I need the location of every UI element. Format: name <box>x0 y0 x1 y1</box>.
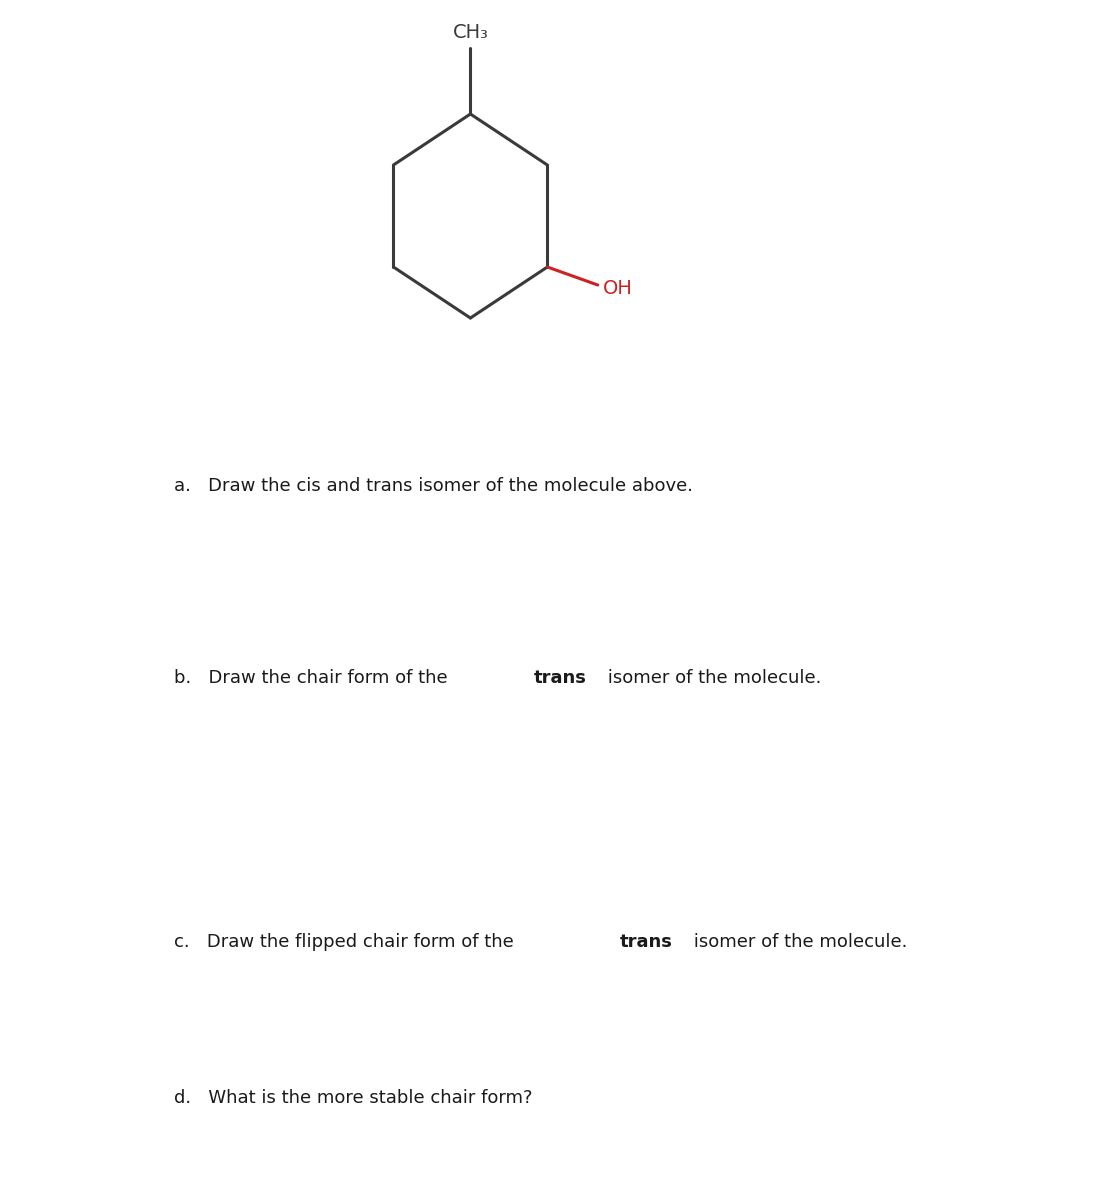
Text: d.   What is the more stable chair form?: d. What is the more stable chair form? <box>174 1090 532 1106</box>
Text: c.   Draw the flipped chair form of the: c. Draw the flipped chair form of the <box>174 934 519 950</box>
Text: isomer of the molecule.: isomer of the molecule. <box>688 934 907 950</box>
Text: trans: trans <box>534 670 587 686</box>
Text: a.   Draw the cis and trans isomer of the molecule above.: a. Draw the cis and trans isomer of the … <box>174 476 692 494</box>
Text: CH₃: CH₃ <box>452 23 488 42</box>
Text: OH: OH <box>604 280 633 298</box>
Text: trans: trans <box>619 934 672 950</box>
Text: b.   Draw the chair form of the: b. Draw the chair form of the <box>174 670 452 686</box>
Text: isomer of the molecule.: isomer of the molecule. <box>603 670 822 686</box>
